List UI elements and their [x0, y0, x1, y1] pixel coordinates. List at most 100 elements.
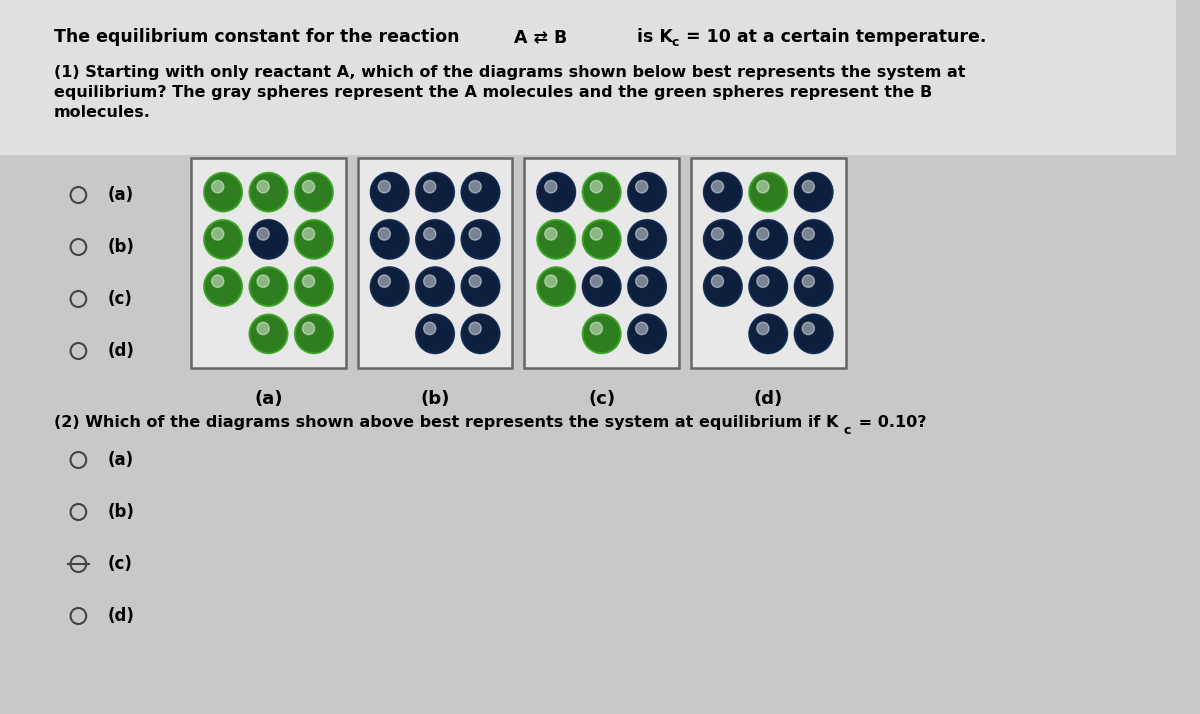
Text: is K: is K — [637, 28, 673, 46]
Circle shape — [302, 275, 314, 288]
Circle shape — [628, 267, 666, 306]
Circle shape — [250, 314, 288, 353]
Circle shape — [204, 220, 242, 259]
Circle shape — [749, 314, 787, 353]
Text: c: c — [844, 424, 851, 437]
Circle shape — [590, 181, 602, 193]
Circle shape — [302, 228, 314, 240]
Circle shape — [538, 220, 575, 259]
Circle shape — [302, 181, 314, 193]
Circle shape — [462, 173, 499, 211]
Text: c: c — [671, 36, 679, 49]
Circle shape — [257, 322, 269, 335]
Circle shape — [378, 181, 390, 193]
Bar — [0, 0, 1176, 155]
Text: (d): (d) — [754, 390, 782, 408]
Circle shape — [545, 228, 557, 240]
Circle shape — [371, 173, 409, 211]
Circle shape — [424, 181, 436, 193]
Circle shape — [469, 322, 481, 335]
Circle shape — [204, 173, 242, 211]
Circle shape — [590, 275, 602, 288]
Circle shape — [794, 173, 833, 211]
Circle shape — [794, 220, 833, 259]
Circle shape — [538, 267, 575, 306]
Circle shape — [757, 228, 769, 240]
Text: = 10 at a certain temperature.: = 10 at a certain temperature. — [680, 28, 986, 46]
Text: (1) Starting with only reactant A, which of the diagrams shown below best repres: (1) Starting with only reactant A, which… — [54, 65, 965, 120]
Circle shape — [257, 181, 269, 193]
Circle shape — [636, 181, 648, 193]
Circle shape — [416, 267, 454, 306]
Circle shape — [462, 220, 499, 259]
Circle shape — [757, 275, 769, 288]
Circle shape — [703, 173, 742, 211]
Circle shape — [803, 322, 815, 335]
Text: (c): (c) — [588, 390, 616, 408]
Circle shape — [712, 181, 724, 193]
Text: (d): (d) — [108, 342, 134, 360]
Circle shape — [545, 275, 557, 288]
Text: (b): (b) — [420, 390, 450, 408]
Circle shape — [582, 220, 620, 259]
Circle shape — [636, 322, 648, 335]
Circle shape — [749, 267, 787, 306]
Circle shape — [211, 275, 224, 288]
Text: A ⇄ B: A ⇄ B — [515, 28, 568, 46]
Circle shape — [211, 181, 224, 193]
Circle shape — [794, 267, 833, 306]
Circle shape — [424, 322, 436, 335]
Circle shape — [749, 220, 787, 259]
Circle shape — [757, 181, 769, 193]
Circle shape — [590, 228, 602, 240]
Circle shape — [582, 173, 620, 211]
Circle shape — [378, 228, 390, 240]
Circle shape — [582, 267, 620, 306]
Circle shape — [416, 220, 454, 259]
Circle shape — [538, 173, 575, 211]
Circle shape — [703, 220, 742, 259]
Circle shape — [295, 173, 332, 211]
Text: (b): (b) — [108, 503, 134, 521]
Circle shape — [803, 275, 815, 288]
Text: (a): (a) — [254, 390, 283, 408]
Circle shape — [257, 228, 269, 240]
Text: = 0.10?: = 0.10? — [852, 415, 926, 430]
Bar — [691, 158, 846, 368]
Text: (d): (d) — [108, 607, 134, 625]
Circle shape — [469, 275, 481, 288]
Circle shape — [628, 220, 666, 259]
Circle shape — [295, 220, 332, 259]
Circle shape — [628, 173, 666, 211]
Circle shape — [803, 228, 815, 240]
Text: (a): (a) — [108, 451, 134, 469]
Text: (c): (c) — [108, 555, 133, 573]
Circle shape — [803, 181, 815, 193]
Circle shape — [371, 267, 409, 306]
Circle shape — [712, 275, 724, 288]
Circle shape — [295, 267, 332, 306]
Circle shape — [628, 314, 666, 353]
Circle shape — [757, 322, 769, 335]
Circle shape — [371, 220, 409, 259]
Circle shape — [416, 173, 454, 211]
Circle shape — [749, 173, 787, 211]
Text: The equilibrium constant for the reaction: The equilibrium constant for the reactio… — [54, 28, 460, 46]
Circle shape — [378, 275, 390, 288]
Circle shape — [469, 181, 481, 193]
Text: (c): (c) — [108, 290, 133, 308]
Circle shape — [424, 275, 436, 288]
Text: (2) Which of the diagrams shown above best represents the system at equilibrium : (2) Which of the diagrams shown above be… — [54, 415, 839, 430]
Circle shape — [250, 220, 288, 259]
Circle shape — [295, 314, 332, 353]
Circle shape — [582, 314, 620, 353]
Circle shape — [794, 314, 833, 353]
Circle shape — [703, 267, 742, 306]
Circle shape — [204, 267, 242, 306]
Circle shape — [636, 228, 648, 240]
Circle shape — [416, 314, 454, 353]
Text: (a): (a) — [108, 186, 134, 204]
Bar — [358, 158, 512, 368]
Circle shape — [250, 267, 288, 306]
Text: (b): (b) — [108, 238, 134, 256]
